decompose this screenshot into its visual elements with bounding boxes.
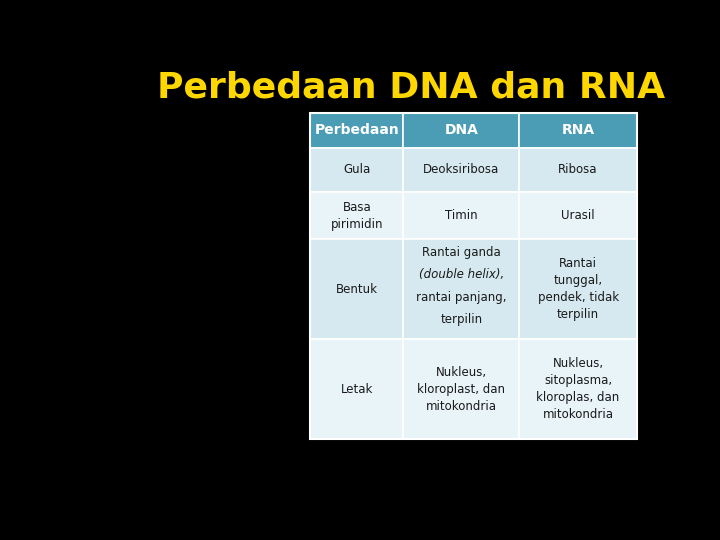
Bar bbox=[310, 113, 403, 148]
Text: terpilin: terpilin bbox=[441, 313, 482, 326]
Text: (double helix),: (double helix), bbox=[419, 268, 504, 281]
Text: Nukleus,
sitoplasma,
kloroplas, dan
mitokondria: Nukleus, sitoplasma, kloroplas, dan mito… bbox=[536, 357, 620, 421]
Bar bbox=[403, 148, 519, 192]
Bar bbox=[519, 148, 637, 192]
Text: RNA: RNA bbox=[562, 123, 595, 137]
Text: Basa
pirimidin: Basa pirimidin bbox=[330, 200, 383, 231]
Bar bbox=[310, 239, 403, 339]
Text: Ribosa: Ribosa bbox=[558, 163, 598, 176]
Bar bbox=[519, 339, 637, 439]
Text: Rantai ganda: Rantai ganda bbox=[422, 246, 500, 259]
Bar bbox=[519, 192, 637, 239]
Bar bbox=[403, 339, 519, 439]
Text: rantai panjang,: rantai panjang, bbox=[416, 291, 507, 303]
Text: Nukleus,
kloroplast, dan
mitokondria: Nukleus, kloroplast, dan mitokondria bbox=[418, 366, 505, 413]
Text: Deoksiribosa: Deoksiribosa bbox=[423, 163, 500, 176]
Text: DNA: DNA bbox=[444, 123, 478, 137]
Text: Urasil: Urasil bbox=[562, 209, 595, 222]
Text: Timin: Timin bbox=[445, 209, 477, 222]
Bar bbox=[403, 239, 519, 339]
Bar bbox=[519, 113, 637, 148]
Bar bbox=[403, 192, 519, 239]
Bar bbox=[310, 148, 403, 192]
Text: Perbedaan: Perbedaan bbox=[315, 123, 400, 137]
Bar bbox=[310, 113, 636, 439]
Text: Perbedaan DNA dan RNA: Perbedaan DNA dan RNA bbox=[157, 71, 665, 105]
Bar bbox=[403, 113, 519, 148]
Bar bbox=[310, 339, 403, 439]
Bar bbox=[310, 192, 403, 239]
Text: Bentuk: Bentuk bbox=[336, 283, 378, 296]
Text: Letak: Letak bbox=[341, 383, 373, 396]
Bar bbox=[519, 239, 637, 339]
Text: Gula: Gula bbox=[343, 163, 371, 176]
Text: Rantai
tunggal,
pendek, tidak
terpilin: Rantai tunggal, pendek, tidak terpilin bbox=[538, 258, 618, 321]
